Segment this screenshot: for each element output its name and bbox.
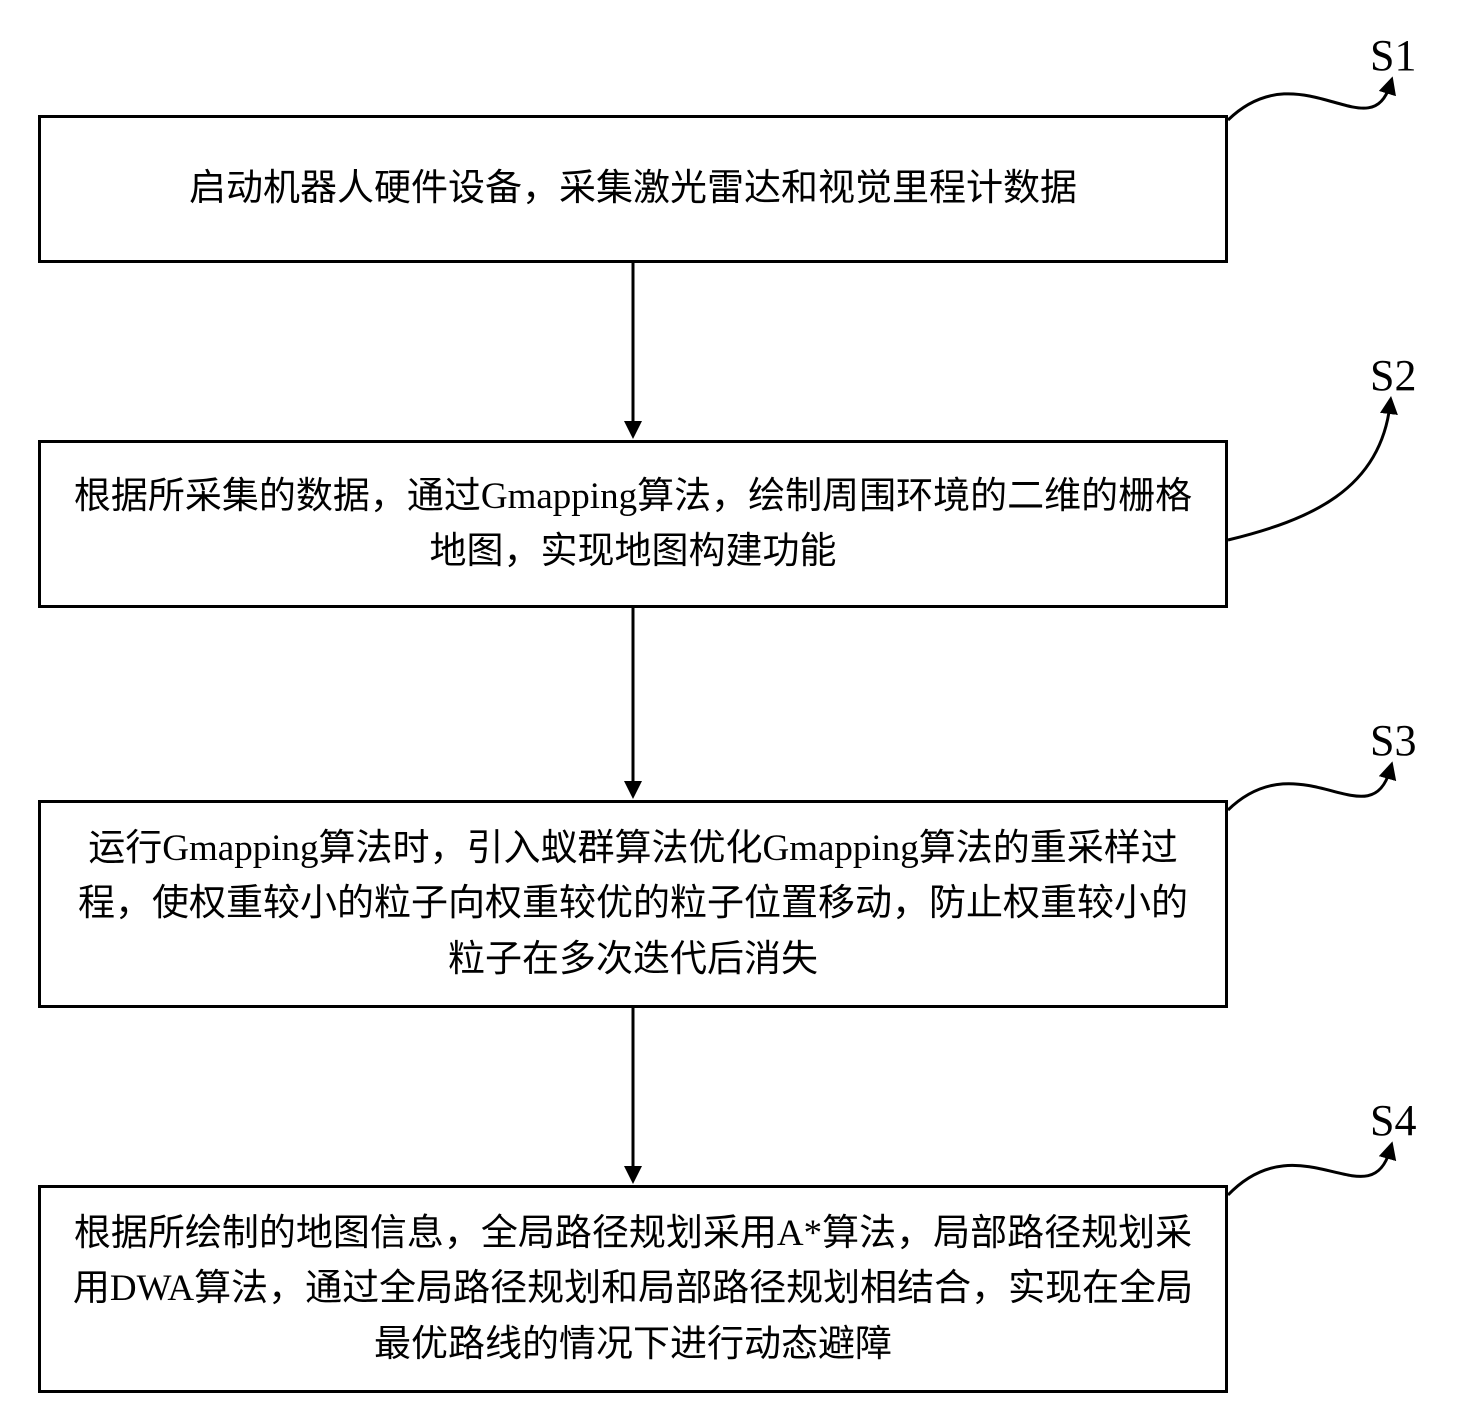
flow-node-text: 启动机器人硬件设备，采集激光雷达和视觉里程计数据 bbox=[189, 161, 1077, 217]
step-label-s4: S4 bbox=[1370, 1095, 1416, 1146]
flow-node-text: 运行Gmapping算法时，引入蚁群算法优化Gmapping算法的重采样过程，使… bbox=[61, 821, 1205, 988]
flow-node-text: 根据所采集的数据，通过Gmapping算法，绘制周围环境的二维的栅格地图，实现地… bbox=[61, 469, 1205, 580]
flow-node-s2: 根据所采集的数据，通过Gmapping算法，绘制周围环境的二维的栅格地图，实现地… bbox=[38, 440, 1228, 608]
flow-node-s4: 根据所绘制的地图信息，全局路径规划采用A*算法，局部路径规划采用DWA算法，通过… bbox=[38, 1185, 1228, 1393]
flow-node-s3: 运行Gmapping算法时，引入蚁群算法优化Gmapping算法的重采样过程，使… bbox=[38, 800, 1228, 1008]
step-label-s3: S3 bbox=[1370, 715, 1416, 766]
flowchart-container: 启动机器人硬件设备，采集激光雷达和视觉里程计数据 S1 根据所采集的数据，通过G… bbox=[0, 0, 1472, 1405]
flow-node-s1: 启动机器人硬件设备，采集激光雷达和视觉里程计数据 bbox=[38, 115, 1228, 263]
step-label-s1: S1 bbox=[1370, 30, 1416, 81]
step-label-s2: S2 bbox=[1370, 350, 1416, 401]
flow-node-text: 根据所绘制的地图信息，全局路径规划采用A*算法，局部路径规划采用DWA算法，通过… bbox=[61, 1206, 1205, 1373]
